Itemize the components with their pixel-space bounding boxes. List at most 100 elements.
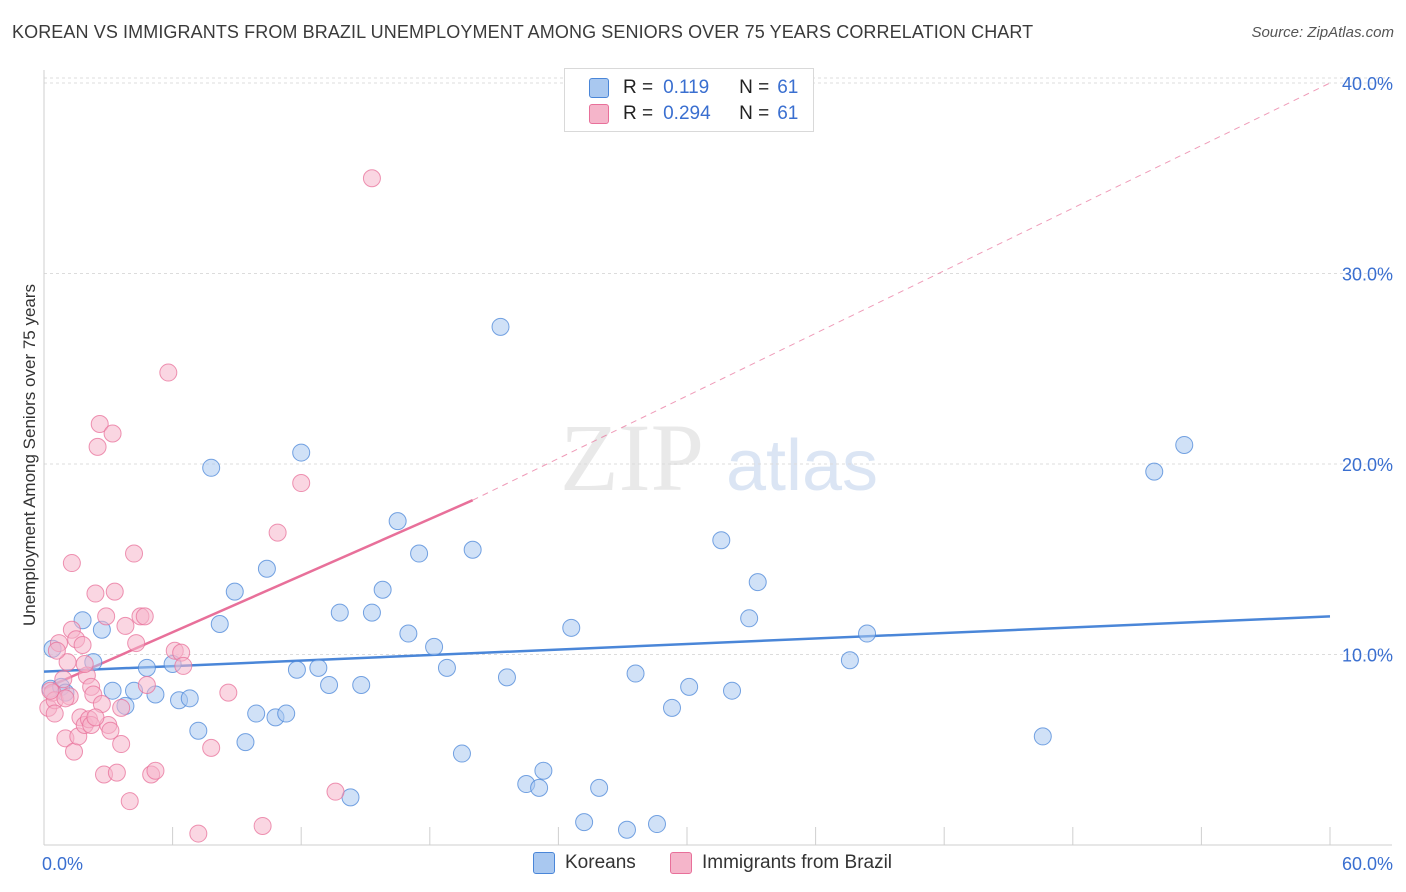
brazil-point [105,582,124,601]
korean-point [425,637,444,656]
korean-point [399,624,418,643]
korean-point [210,615,229,634]
korean-point [330,603,349,622]
y-tick-label: 10.0% [1342,646,1393,666]
korean-point [137,658,156,677]
brazil-point [326,782,345,801]
brazil-point [45,704,64,723]
legend-swatch-brazil [589,104,609,124]
legend-row-brazil: R = 0.294 N = 61 [589,103,798,125]
korean-point [103,681,122,700]
brazil-point [101,721,120,740]
legend-item-brazil[interactable]: Immigrants from Brazil [670,852,892,874]
korean-point [562,618,581,637]
korean-point [320,675,339,694]
trend-lines [43,82,1331,690]
korean-point [575,813,594,832]
brazil-point [86,708,105,727]
korean-point [463,540,482,559]
brazil-point [86,584,105,603]
brazil-point [103,424,122,443]
korean-point [858,624,877,643]
brazil-point [219,683,238,702]
korean-point [712,531,731,550]
brazil-point [54,670,73,689]
brazil-point [107,763,126,782]
legend-row-koreans: R = 0.119 N = 61 [589,77,798,99]
brazil-point [253,816,272,835]
korean-point [452,744,471,763]
brazil-point [75,655,94,674]
brazil-point [47,641,66,660]
brazil-point [62,554,81,573]
legend-n-value-brazil: 61 [777,103,799,124]
brazil-point [41,681,60,700]
brazil-point [112,735,131,754]
legend-swatch-koreans [589,78,609,98]
brazil-point [56,689,75,708]
gridlines [44,77,1392,655]
brazil-point [88,437,107,456]
korean-point [225,582,244,601]
korean-point [236,733,255,752]
brazil-point [159,363,178,382]
korean-point [680,677,699,696]
korean-point [497,668,516,687]
korean-point [287,660,306,679]
brazil-point [127,634,146,653]
korean-point [590,778,609,797]
korean-point [617,820,636,839]
y-tick-label: 30.0% [1342,265,1393,285]
brazil-point [120,792,139,811]
legend-label-koreans: Koreans [565,852,636,873]
y-tick-label: 40.0% [1342,74,1393,94]
legend-r-label: R = [623,77,654,98]
brazil-trend-extension [472,82,1331,501]
x-tick-label-min: 0.0% [42,854,83,874]
watermark: ZIP atlas [560,404,878,511]
korean-point [352,675,371,694]
brazil-point [146,761,165,780]
tick-labels: 10.0% 20.0% 30.0% 40.0% 0.0% 60.0% [42,74,1393,874]
brazil-point [268,523,287,542]
korean-point [277,704,296,723]
korean-point [491,317,510,336]
korean-point [189,721,208,740]
legend-n-value-koreans: 61 [777,77,799,98]
legend-r-value-koreans: 0.119 [663,77,710,98]
x-tick-label-max: 60.0% [1342,854,1393,874]
korean-point [202,458,221,477]
korean-point [410,544,429,563]
korean-point [437,658,456,677]
korean-point [530,778,549,797]
brazil-point [90,414,109,433]
korean-point [1175,435,1194,454]
korean-point [373,580,392,599]
axes [43,70,1392,846]
brazil-point [189,824,208,843]
brazil-point [202,738,221,757]
legend-n-label: N = [739,77,770,98]
korean-point [309,658,328,677]
korean-point [748,573,767,592]
korean-point [247,704,266,723]
korean-point [1145,462,1164,481]
legend-item-koreans[interactable]: Koreans [533,852,636,874]
korean-point [180,689,199,708]
correlation-legend: R = 0.119 N = 61 R = 0.294 N = 61 [564,68,814,132]
brazil-point [135,607,154,626]
brazil-point [292,474,311,493]
brazil-point [65,742,84,761]
korean-point [840,651,859,670]
korean-point [662,698,681,717]
legend-r-value-brazil: 0.294 [663,103,711,124]
legend-swatch-brazil [670,852,692,874]
korean-point [292,443,311,462]
y-tick-label: 20.0% [1342,455,1393,475]
korean-point [723,681,742,700]
korean-point [1033,727,1052,746]
korean-point [388,512,407,531]
watermark-zip: ZIP [560,404,704,511]
korean-point [257,559,276,578]
watermark-atlas: atlas [726,426,878,506]
